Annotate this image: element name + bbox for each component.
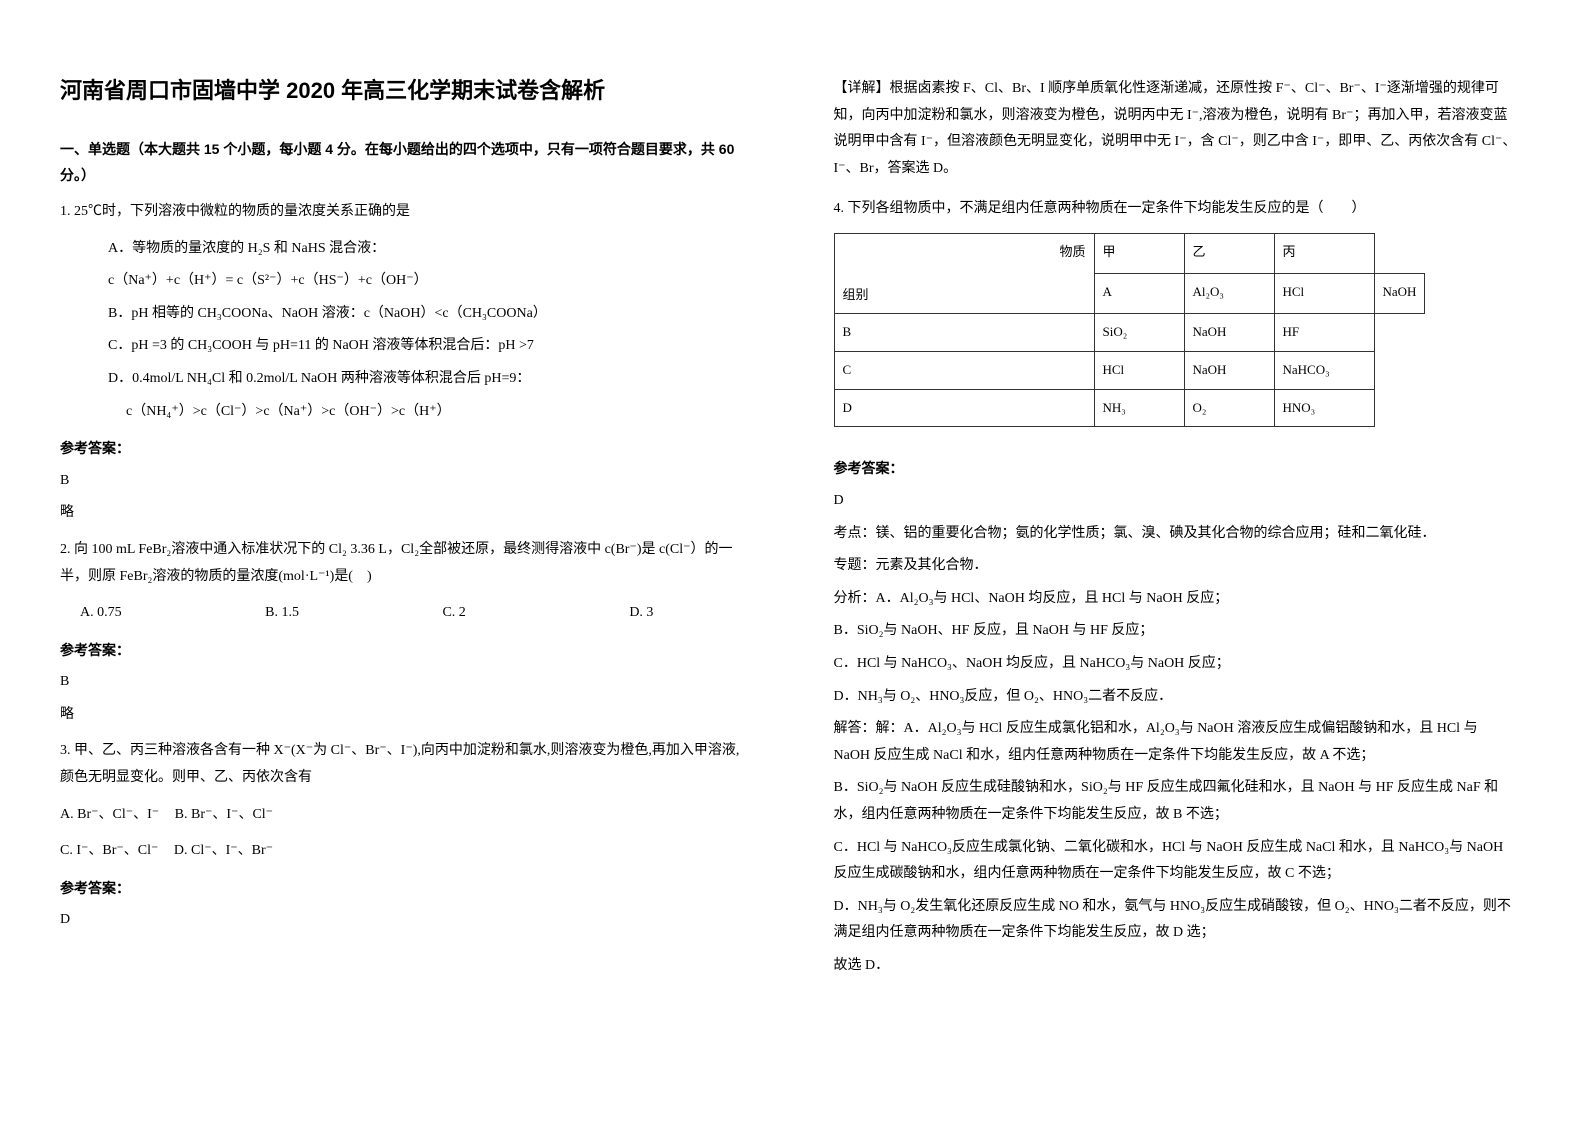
table-head-zubie: 组别	[843, 283, 1086, 308]
q1-answer-label: 参考答案：	[60, 435, 744, 462]
q3-opt-a: A. Br⁻、Cl⁻、I⁻	[60, 807, 159, 822]
q3-answer-label: 参考答案：	[60, 875, 744, 902]
q2-opt-a: A. 0.75	[80, 600, 122, 627]
table-cell: NH₃	[1094, 389, 1184, 427]
q4-answer: D	[834, 488, 1518, 515]
table-row: C HCl NaOH NaHCO₃	[834, 352, 1425, 390]
table-cell: B	[834, 314, 1094, 352]
q3-opt-c: C. I⁻、Br⁻、Cl⁻	[60, 843, 158, 858]
q3-options-row2: C. I⁻、Br⁻、Cl⁻ D. Cl⁻、I⁻、Br⁻	[60, 838, 744, 865]
table-cell: Al₂O₃	[1184, 274, 1274, 314]
table-head-cell: 物质 组别	[834, 233, 1094, 313]
table-cell: O₂	[1184, 389, 1274, 427]
q4-zhuanti: 专题：元素及其化合物．	[834, 553, 1518, 580]
right-column: 【详解】根据卤素按 F、Cl、Br、I 顺序单质氧化性逐渐递减，还原性按 F⁻、…	[794, 0, 1587, 1122]
q2-stem: 2. 向 100 mL FeBr₂溶液中通入标准状况下的 Cl₂ 3.36 L，…	[60, 537, 744, 590]
q4-kaodian: 考点：镁、铝的重要化合物；氨的化学性质；氯、溴、碘及其化合物的综合应用；硅和二氧…	[834, 521, 1518, 548]
table-cell: SiO₂	[1094, 314, 1184, 352]
q4-solve-d: D．NH₃与 O₂发生氧化还原反应生成 NO 和水，氨气与 HNO₃反应生成硝酸…	[834, 894, 1518, 947]
table-cell: NaOH	[1184, 352, 1274, 390]
table-head-wuzhi: 物质	[843, 240, 1086, 265]
q1-opt-b: B．pH 相等的 CH₃COONa、NaOH 溶液：c（NaOH）<c（CH₃C…	[108, 301, 744, 328]
q3-opt-b: B. Br⁻、I⁻、Cl⁻	[175, 807, 273, 822]
q2-answer: B	[60, 669, 744, 696]
q4-analysis-c: C．HCl 与 NaHCO₃、NaOH 均反应，且 NaHCO₃与 NaOH 反…	[834, 651, 1518, 678]
table-cell: NaOH	[1374, 274, 1425, 314]
q2-opt-b: B. 1.5	[265, 600, 299, 627]
q4-solve-a: 解答：解：A．Al₂O₃与 HCl 反应生成氯化铝和水，Al₂O₃与 NaOH …	[834, 716, 1518, 769]
section-1-head: 一、单选题（本大题共 15 个小题，每小题 4 分。在每小题给出的四个选项中，只…	[60, 136, 744, 189]
q1-explain: 略	[60, 500, 744, 527]
q4-stem: 4. 下列各组物质中，不满足组内任意两种物质在一定条件下均能发生反应的是（ ）	[834, 196, 1518, 223]
left-column: 河南省周口市固墙中学 2020 年高三化学期末试卷含解析 一、单选题（本大题共 …	[0, 0, 794, 1122]
table-cell: HCl	[1094, 352, 1184, 390]
table-head-bing: 丙	[1274, 233, 1374, 273]
q1-opt-a: A．等物质的量浓度的 H₂S 和 NaHS 混合液：	[108, 236, 744, 263]
table-row: D NH₃ O₂ HNO₃	[834, 389, 1425, 427]
table-row: B SiO₂ NaOH HF	[834, 314, 1425, 352]
q2-options: A. 0.75 B. 1.5 C. 2 D. 3	[60, 600, 744, 627]
q4-solve-c: C．HCl 与 NaHCO₃反应生成氯化钠、二氧化碳和水，HCl 与 NaOH …	[834, 835, 1518, 888]
q2-answer-label: 参考答案：	[60, 637, 744, 664]
q4-answer-label: 参考答案：	[834, 455, 1518, 482]
table-head-yi: 乙	[1184, 233, 1274, 273]
q3-opt-d: D. Cl⁻、I⁻、Br⁻	[174, 843, 273, 858]
q4-analysis-a: 分析：A．Al₂O₃与 HCl、NaOH 均反应，且 HCl 与 NaOH 反应…	[834, 586, 1518, 613]
q3-stem: 3. 甲、乙、丙三种溶液各含有一种 X⁻(X⁻为 Cl⁻、Br⁻、I⁻),向丙中…	[60, 738, 744, 791]
table-cell: A	[1094, 274, 1184, 314]
exam-title: 河南省周口市固墙中学 2020 年高三化学期末试卷含解析	[60, 70, 744, 112]
q4-analysis-b: B．SiO₂与 NaOH、HF 反应，且 NaOH 与 HF 反应；	[834, 618, 1518, 645]
q3-options-row1: A. Br⁻、Cl⁻、I⁻ B. Br⁻、I⁻、Cl⁻	[60, 802, 744, 829]
table-cell: HF	[1274, 314, 1374, 352]
q1-answer: B	[60, 468, 744, 495]
q4-solve-b: B．SiO₂与 NaOH 反应生成硅酸钠和水，SiO₂与 HF 反应生成四氟化硅…	[834, 775, 1518, 828]
q4-table: 物质 组别 甲 乙 丙 A Al₂O₃ HCl NaOH B SiO₂ NaOH…	[834, 233, 1426, 427]
q1-stem: 1. 25℃时，下列溶液中微粒的物质的量浓度关系正确的是	[60, 199, 744, 226]
q2-explain: 略	[60, 702, 744, 729]
table-cell: C	[834, 352, 1094, 390]
page: 河南省周口市固墙中学 2020 年高三化学期末试卷含解析 一、单选题（本大题共 …	[0, 0, 1587, 1122]
table-cell: HCl	[1274, 274, 1374, 314]
table-cell: D	[834, 389, 1094, 427]
q2-opt-c: C. 2	[442, 600, 465, 627]
table-cell: NaOH	[1184, 314, 1274, 352]
q1-opt-d-eq: c（NH₄⁺）>c（Cl⁻）>c（Na⁺）>c（OH⁻）>c（H⁺）	[126, 399, 744, 426]
q2-opt-d: D. 3	[629, 600, 653, 627]
q1-opt-a-eq: c（Na⁺）+c（H⁺）= c（S²⁻）+c（HS⁻）+c（OH⁻）	[108, 268, 744, 295]
q1-opt-d: D．0.4mol/L NH₄Cl 和 0.2mol/L NaOH 两种溶液等体积…	[108, 366, 744, 393]
table-cell: HNO₃	[1274, 389, 1374, 427]
table-row: 物质 组别 甲 乙 丙	[834, 233, 1425, 273]
q3-answer: D	[60, 907, 744, 934]
q4-analysis-d: D．NH₃与 O₂、HNO₃反应，但 O₂、HNO₃二者不反应．	[834, 684, 1518, 711]
table-cell: NaHCO₃	[1274, 352, 1374, 390]
q4-final: 故选 D．	[834, 953, 1518, 980]
q1-opt-c: C．pH =3 的 CH₃COOH 与 pH=11 的 NaOH 溶液等体积混合…	[108, 333, 744, 360]
table-head-jia: 甲	[1094, 233, 1184, 273]
q3-detail: 【详解】根据卤素按 F、Cl、Br、I 顺序单质氧化性逐渐递减，还原性按 F⁻、…	[834, 76, 1518, 182]
